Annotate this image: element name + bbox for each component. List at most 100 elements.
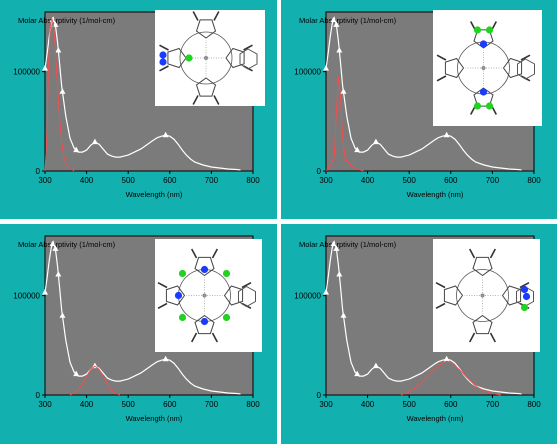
x-tick-label: 300 — [38, 400, 52, 409]
methyl-group — [436, 54, 447, 61]
benzo-ring — [239, 48, 258, 70]
x-tick-label: 300 — [319, 400, 333, 409]
molecule-structure — [155, 10, 265, 106]
data-point-marker — [443, 131, 450, 138]
methyl-group — [159, 65, 169, 72]
x-tick-label: 300 — [38, 176, 52, 185]
spectrum-line-contribution — [44, 17, 75, 172]
spectrum-line-total — [325, 240, 522, 395]
molecule-structure — [155, 239, 262, 352]
pyrrole-ring — [472, 256, 493, 277]
molecule-structure — [433, 10, 542, 126]
x-tick-label: 300 — [319, 176, 333, 185]
macrocycle-ring — [456, 269, 509, 322]
y-tick-label: 0 — [36, 167, 41, 176]
y-tick-label: 0 — [317, 391, 322, 400]
highlight-atom-carbon — [473, 102, 482, 110]
highlight-atom-nitrogen — [174, 291, 183, 300]
spectrum-line-total — [44, 240, 241, 395]
pyrrole-ring — [502, 57, 523, 79]
data-point-marker — [52, 245, 59, 251]
macrocycle-ring — [179, 31, 233, 85]
methyl-group — [489, 332, 497, 343]
x-tick-label: 600 — [163, 176, 177, 185]
spectrum-line-contribution — [400, 360, 501, 396]
spectrum-line-total — [44, 16, 241, 171]
x-tick-label: 800 — [246, 176, 260, 185]
benzo-ring — [238, 285, 256, 308]
data-point-marker — [55, 47, 62, 53]
x-axis-label: Wavelength (nm) — [407, 414, 464, 423]
x-tick-label: 800 — [527, 400, 541, 409]
x-tick-label: 700 — [205, 400, 219, 409]
data-point-marker — [340, 88, 347, 94]
data-point-marker — [443, 355, 450, 362]
data-point-marker — [73, 370, 80, 377]
spectrum-panel-3: Molar Absorptivity (1/mol-cm) Wavelength … — [0, 224, 277, 444]
highlight-atom-nitrogen — [520, 285, 529, 294]
spectrum-panel-1: Molar Absorptivity (1/mol-cm) Wavelength … — [0, 0, 277, 219]
data-point-marker — [323, 65, 329, 71]
y-tick-label: 100000 — [294, 68, 321, 77]
methyl-group — [435, 302, 446, 310]
x-tick-label: 600 — [444, 176, 458, 185]
highlight-atom-nitrogen — [479, 88, 488, 96]
pyrrole-ring — [501, 285, 522, 306]
pyrrole-ring — [473, 87, 494, 107]
benzo-ring — [517, 58, 535, 80]
methyl-group — [213, 95, 220, 105]
x-tick-label: 400 — [80, 176, 94, 185]
x-tick-label: 600 — [163, 400, 177, 409]
data-point-marker — [354, 370, 361, 377]
x-tick-label: 800 — [527, 176, 541, 185]
data-point-marker — [52, 21, 59, 27]
highlight-atom-carbon — [178, 269, 187, 278]
methyl-group — [211, 248, 219, 259]
highlight-atom-carbon — [485, 26, 494, 34]
data-point-marker — [333, 21, 340, 27]
x-tick-label: 500 — [403, 400, 417, 409]
data-point-marker — [323, 289, 329, 295]
highlight-atom-carbon — [222, 269, 231, 278]
data-point-marker — [372, 138, 379, 145]
data-point-marker — [73, 146, 80, 153]
data-point-marker — [162, 131, 169, 138]
molecule-structure — [433, 239, 540, 352]
methyl-group — [435, 281, 446, 289]
methyl-group — [468, 332, 476, 343]
methyl-group — [190, 248, 198, 259]
methyl-group — [241, 281, 252, 289]
x-axis-label: Wavelength (nm) — [126, 414, 183, 423]
y-tick-label: 100000 — [13, 292, 40, 301]
highlight-atom-carbon — [178, 313, 187, 322]
pyrrole-ring — [472, 314, 493, 335]
pyrrole-ring — [195, 77, 217, 97]
data-point-marker — [55, 271, 62, 277]
methyl-group — [192, 11, 199, 21]
methyl-group — [520, 54, 531, 61]
data-point-marker — [162, 355, 169, 362]
spectrum-line-total — [325, 16, 522, 171]
x-tick-label: 500 — [122, 400, 136, 409]
spectrum-line-contribution — [69, 365, 121, 396]
data-point-marker — [42, 65, 48, 71]
data-point-marker — [91, 138, 98, 145]
pyrrole-ring — [223, 285, 244, 306]
chart-svg: Molar Absorptivity (1/mol-cm) Wavelength … — [13, 10, 265, 199]
chart-svg: Molar Absorptivity (1/mol-cm) Wavelength … — [294, 235, 541, 423]
data-point-marker — [330, 16, 337, 23]
methyl-group — [159, 44, 169, 51]
methyl-group — [468, 248, 476, 259]
spectrum-panel-2: Molar Absorptivity (1/mol-cm) Wavelength … — [281, 0, 557, 219]
y-tick-label: 100000 — [13, 68, 40, 77]
spectrum-line-contribution — [325, 76, 364, 172]
pyrrole-ring — [194, 256, 215, 277]
data-point-marker — [336, 47, 343, 53]
highlight-atom-nitrogen — [159, 51, 167, 59]
x-tick-label: 500 — [403, 176, 417, 185]
structure-box — [155, 239, 262, 352]
x-tick-label: 800 — [246, 400, 260, 409]
methyl-group — [213, 11, 220, 21]
pyrrole-ring — [167, 47, 187, 69]
data-point-marker — [59, 312, 66, 318]
